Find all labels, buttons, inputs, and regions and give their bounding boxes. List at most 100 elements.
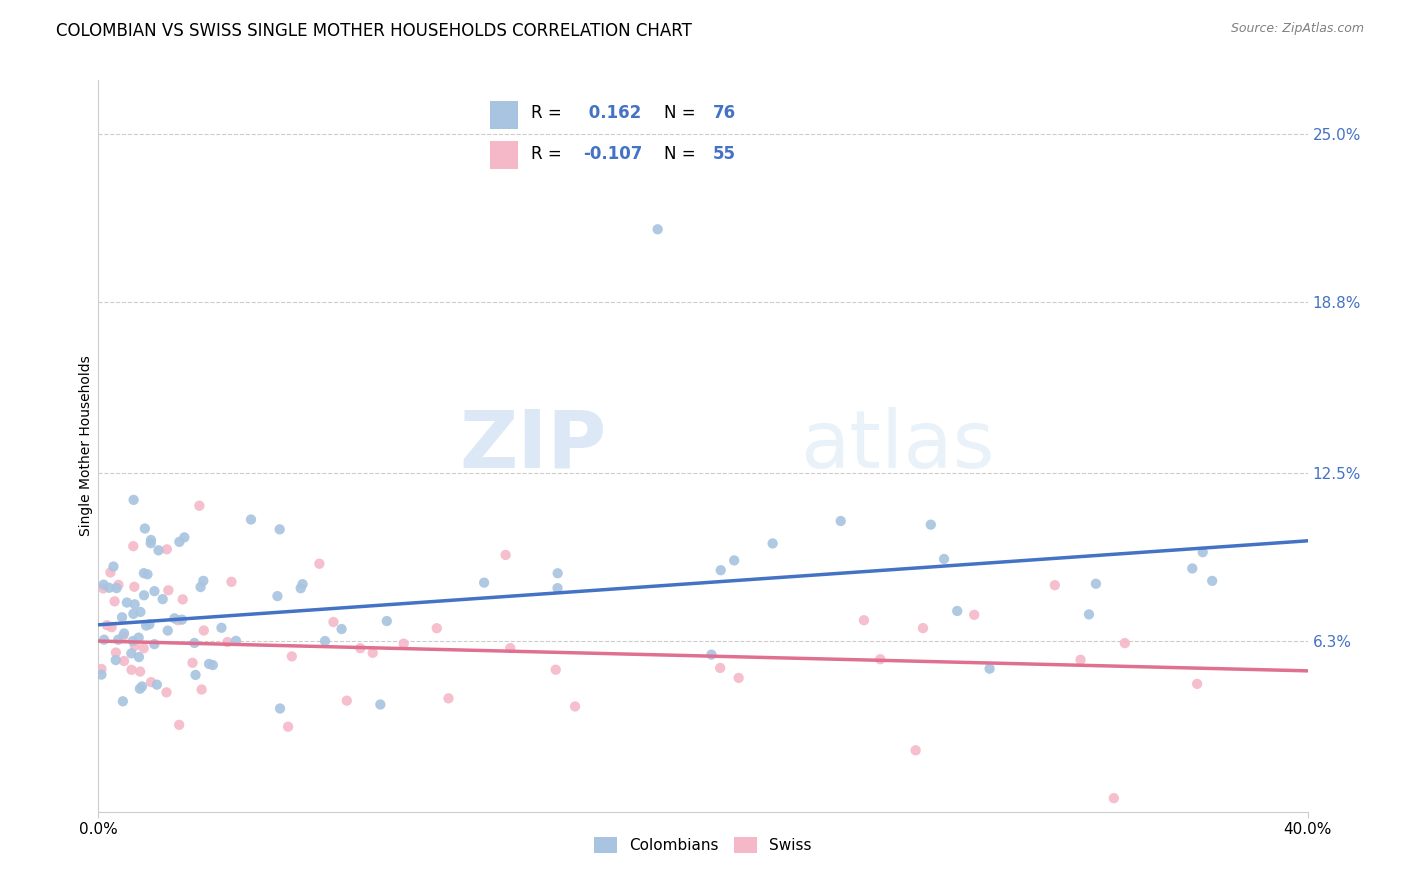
Text: -0.107: -0.107 [583,145,643,163]
Text: 0.162: 0.162 [583,104,641,122]
Point [1102,791,1125,805]
Point [146,678,169,692]
Point [156,624,179,638]
Point [90,667,112,681]
Point [240,512,263,526]
Point [932,552,955,566]
Text: Source: ZipAtlas.com: Source: ZipAtlas.com [1230,22,1364,36]
Point [920,517,942,532]
Text: 55: 55 [713,145,737,163]
Point [139,533,162,547]
Point [135,618,157,632]
Point [124,639,146,653]
Point [269,522,291,536]
Point [221,574,243,589]
Point [134,521,156,535]
Point [336,693,359,707]
Point [173,530,195,544]
Point [107,578,129,592]
Point [128,631,150,645]
Point [190,682,212,697]
Point [1185,677,1208,691]
Point [103,559,125,574]
Point [193,624,215,638]
Point [762,536,785,550]
Point [1043,578,1066,592]
Point [143,584,166,599]
Point [946,604,969,618]
Point [143,637,166,651]
Point [131,680,153,694]
Point [963,607,986,622]
Text: atlas: atlas [800,407,994,485]
Point [314,634,336,648]
Point [709,661,731,675]
Point [1070,653,1092,667]
Point [115,595,138,609]
Point [1201,574,1223,588]
Point [152,592,174,607]
Point [281,649,304,664]
Point [155,685,177,699]
Point [105,581,128,595]
Point [96,618,118,632]
Point [132,566,155,581]
Point [426,621,449,635]
Point [163,611,186,625]
Point [1114,636,1136,650]
Point [911,621,934,635]
Point [225,633,247,648]
Point [647,222,669,236]
Point [330,622,353,636]
Point [1084,576,1107,591]
Point [139,536,162,550]
Point [349,641,371,656]
Point [132,588,155,602]
Legend: Colombians, Swiss: Colombians, Swiss [588,830,818,859]
Point [156,542,179,557]
Point [495,548,517,562]
Point [201,658,224,673]
Point [1181,561,1204,575]
Point [103,594,125,608]
Point [564,699,586,714]
Point [472,575,495,590]
Point [211,621,233,635]
Point [111,630,134,644]
Point [544,663,567,677]
Point [190,580,212,594]
Point [139,675,162,690]
Point [869,652,891,666]
Point [193,574,215,588]
Point [111,694,134,708]
Point [98,581,121,595]
Point [136,567,159,582]
Point [277,720,299,734]
Point [979,662,1001,676]
Text: R =: R = [530,104,567,122]
Point [148,543,170,558]
Point [100,620,122,634]
Point [217,635,239,649]
Point [157,583,180,598]
Point [547,581,569,595]
Point [124,580,146,594]
Point [104,653,127,667]
Point [121,663,143,677]
Y-axis label: Single Mother Households: Single Mother Households [79,356,93,536]
Point [266,589,288,603]
Point [392,637,415,651]
Text: N =: N = [664,145,700,163]
Point [322,615,344,629]
Point [90,662,112,676]
Point [375,614,398,628]
Point [129,665,152,679]
Point [128,681,150,696]
Point [183,636,205,650]
Text: COLOMBIAN VS SWISS SINGLE MOTHER HOUSEHOLDS CORRELATION CHART: COLOMBIAN VS SWISS SINGLE MOTHER HOUSEHO… [56,22,692,40]
FancyBboxPatch shape [491,101,519,129]
FancyBboxPatch shape [491,141,519,169]
Point [547,566,569,581]
Point [122,539,145,553]
Text: 76: 76 [713,104,737,122]
